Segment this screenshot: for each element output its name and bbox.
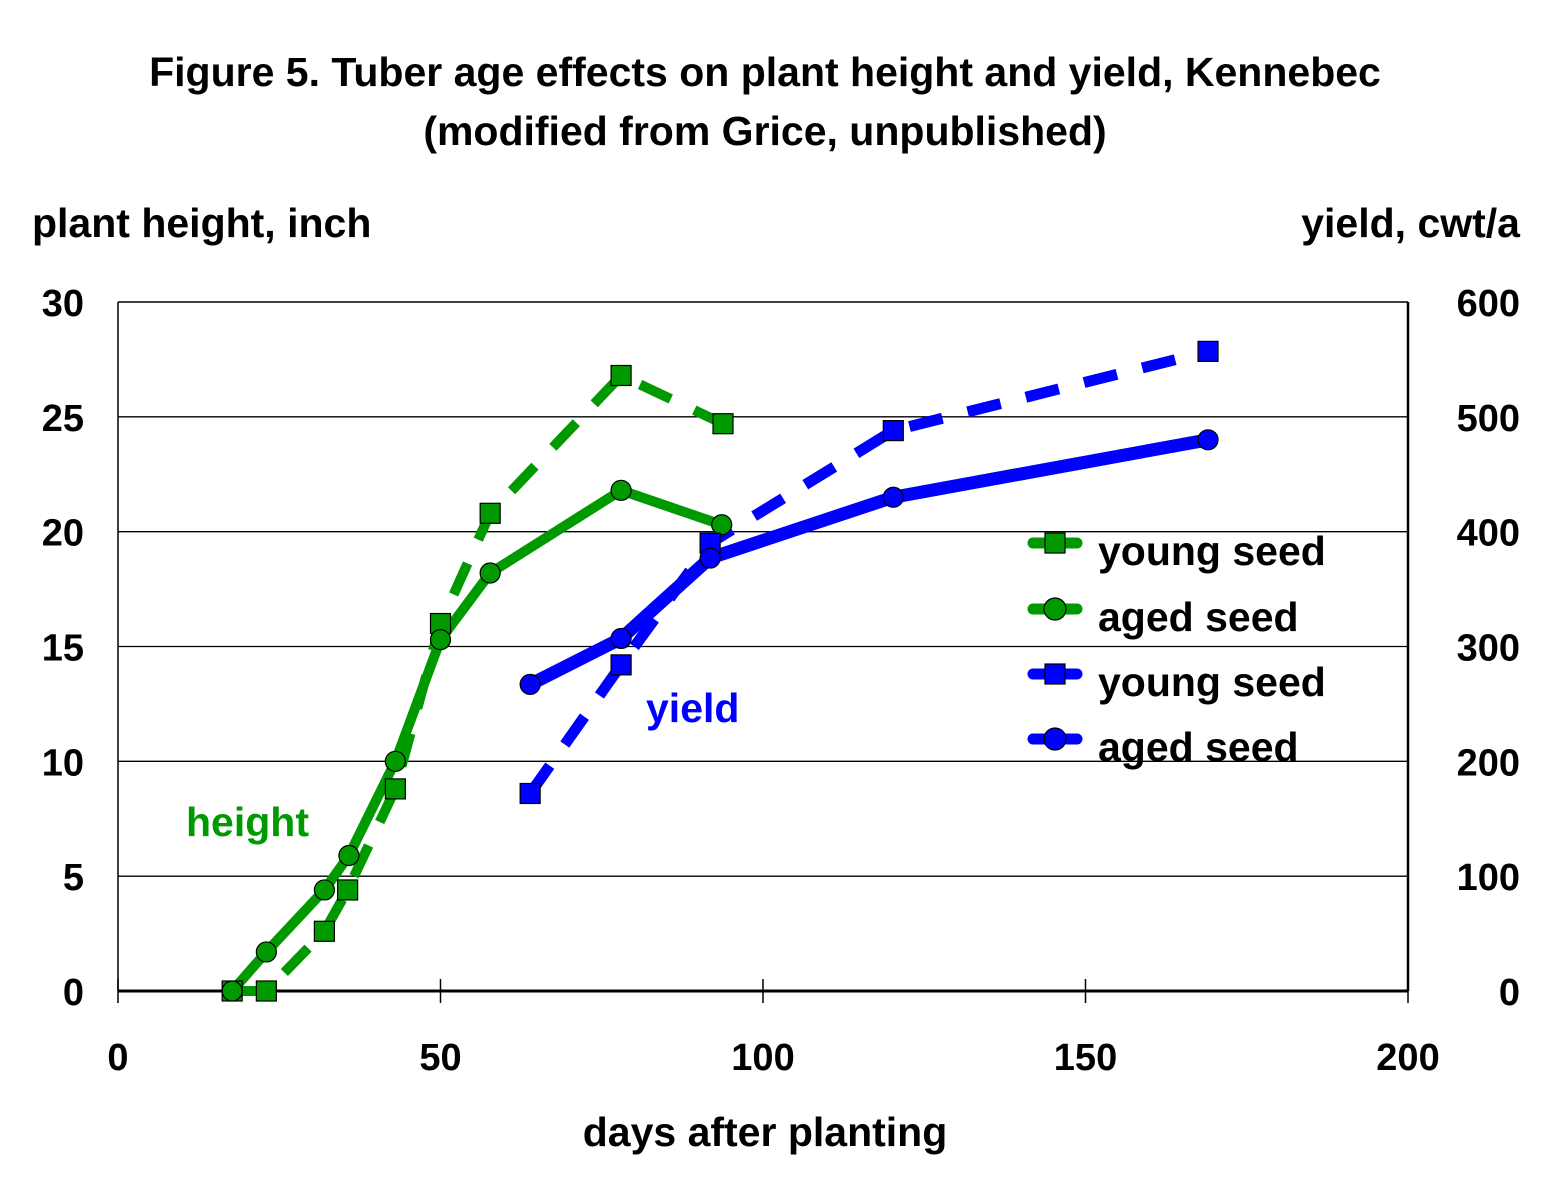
y-tick-label-right: 100 bbox=[1457, 857, 1520, 899]
legend-label: young seed bbox=[1098, 659, 1326, 705]
data-point-circle bbox=[384, 750, 406, 772]
data-point-square bbox=[712, 413, 734, 435]
y-tick-label-left: 15 bbox=[42, 628, 84, 670]
x-tick-label: 0 bbox=[107, 1037, 128, 1079]
data-point-square bbox=[519, 782, 541, 805]
y-tick-label-left: 0 bbox=[63, 972, 84, 1014]
legend-label: young seed bbox=[1098, 528, 1326, 574]
data-point-square bbox=[384, 778, 406, 800]
gridlines bbox=[118, 416, 1408, 877]
y-tick-label-left: 5 bbox=[63, 857, 84, 899]
y-tick-label-right: 500 bbox=[1457, 398, 1520, 440]
data-point-circle bbox=[711, 514, 733, 536]
data-point-circle bbox=[221, 980, 243, 1002]
data-point-square bbox=[479, 502, 501, 524]
y-tick-label-right: 300 bbox=[1457, 628, 1520, 670]
data-point-circle bbox=[1197, 429, 1219, 451]
chart-subtitle: (modified from Grice, unpublished) bbox=[423, 108, 1107, 154]
data-point-circle bbox=[610, 627, 632, 650]
data-point-circle bbox=[338, 844, 360, 867]
data-point-circle bbox=[429, 629, 452, 651]
y-tick-label-left: 20 bbox=[42, 513, 84, 555]
x-tick-label: 200 bbox=[1376, 1037, 1439, 1079]
x-tick-label: 150 bbox=[1054, 1037, 1117, 1079]
legend-marker-square bbox=[1044, 532, 1066, 554]
y-tick-label-right: 0 bbox=[1499, 972, 1520, 1014]
legend-marker-circle bbox=[1043, 597, 1067, 621]
data-point-circle bbox=[519, 673, 541, 695]
y-tick-label-left: 30 bbox=[42, 283, 84, 325]
data-point-square bbox=[313, 920, 335, 942]
data-point-circle bbox=[255, 941, 277, 963]
series-line-height-young-seed bbox=[232, 370, 726, 996]
data-point-square bbox=[255, 980, 277, 1002]
axes bbox=[117, 301, 1410, 1003]
x-tick-label: 100 bbox=[731, 1037, 794, 1079]
legend-label: aged seed bbox=[1098, 594, 1299, 640]
chart-title: Figure 5. Tuber age effects on plant hei… bbox=[149, 49, 1381, 95]
y-tick-label-right: 600 bbox=[1457, 283, 1520, 325]
data-point-square bbox=[337, 879, 359, 901]
annotation-yield: yield bbox=[646, 685, 739, 731]
tick-labels: 0 50 100 150 2000510152025300100200300400500… bbox=[42, 283, 1520, 1079]
data-point-square bbox=[610, 654, 632, 676]
y-tick-label-left: 10 bbox=[42, 742, 84, 784]
y-tick-label-right: 400 bbox=[1457, 513, 1520, 555]
data-point-circle bbox=[610, 479, 632, 501]
legend: young seed aged seed young seed aged seed bbox=[1027, 528, 1326, 770]
series-markers bbox=[221, 340, 1219, 1002]
legend-marker-square bbox=[1044, 663, 1066, 685]
y-tick-label-left: 25 bbox=[42, 398, 84, 440]
data-point-square bbox=[1197, 340, 1219, 362]
data-point-square bbox=[882, 420, 904, 442]
data-point-square bbox=[610, 364, 632, 387]
legend-marker-circle bbox=[1043, 727, 1067, 751]
annotations: height yield bbox=[186, 685, 739, 845]
data-point-circle bbox=[313, 879, 335, 901]
data-point-circle bbox=[699, 547, 721, 569]
data-point-circle bbox=[882, 486, 904, 508]
annotation-height: height bbox=[186, 799, 309, 845]
series-line-height-aged-seed bbox=[228, 485, 724, 995]
x-tick-label: 50 bbox=[419, 1037, 461, 1079]
legend-label: aged seed bbox=[1098, 724, 1299, 770]
data-point-circle bbox=[479, 562, 501, 584]
y-axis-right-label: yield, cwt/a bbox=[1301, 200, 1520, 246]
y-tick-label-right: 200 bbox=[1457, 742, 1520, 784]
y-axis-left-label: plant height, inch bbox=[32, 200, 372, 246]
x-axis-label: days after planting bbox=[582, 1109, 948, 1155]
